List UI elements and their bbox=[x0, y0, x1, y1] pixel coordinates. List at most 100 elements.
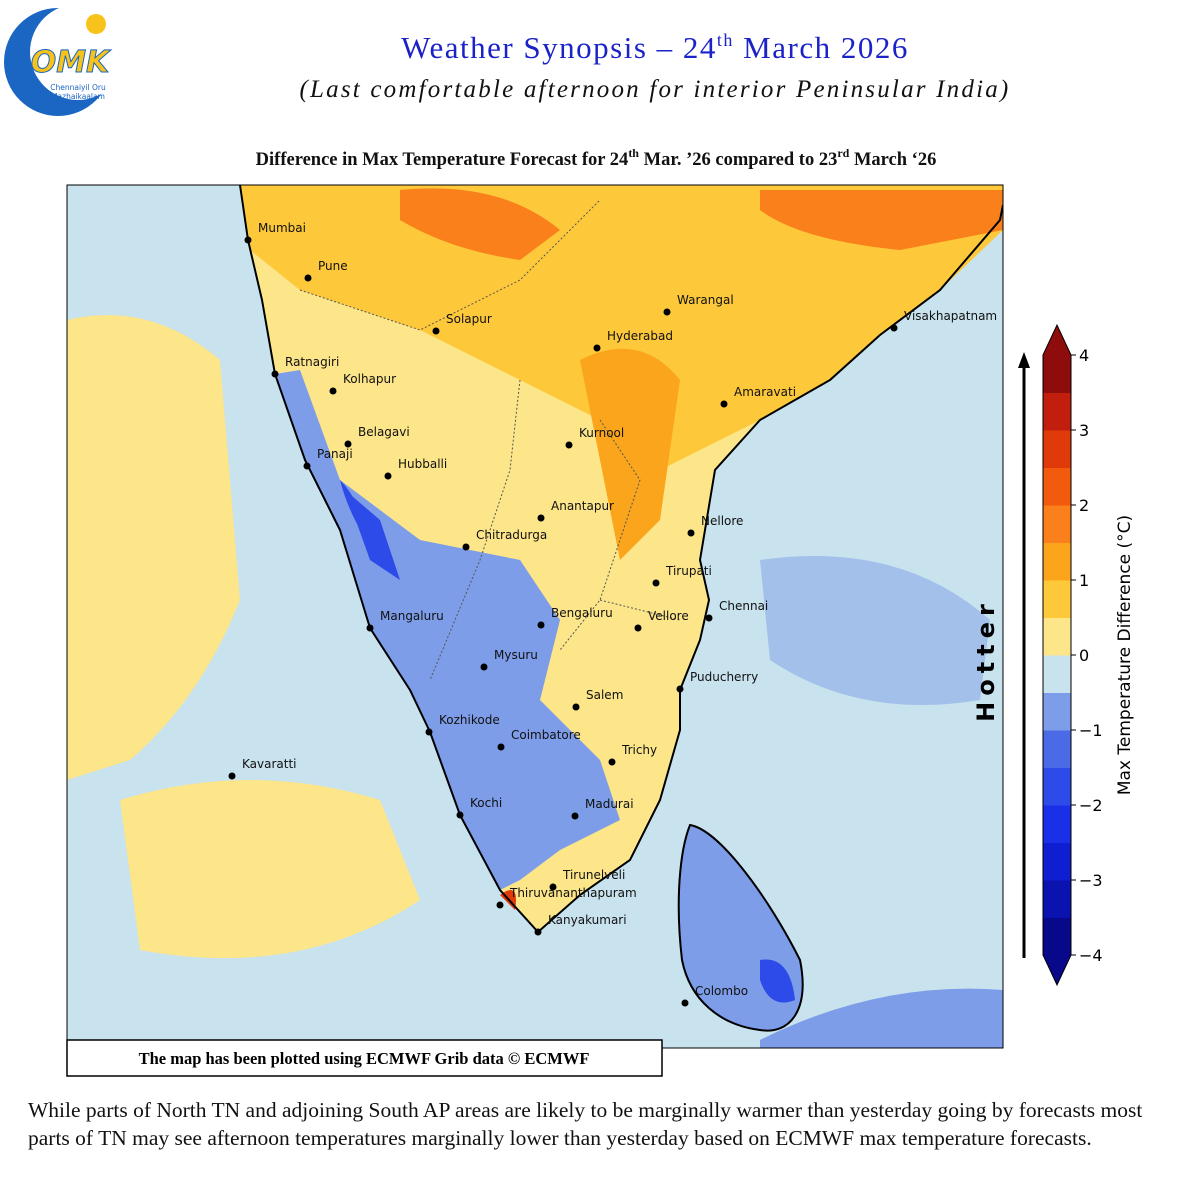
cool-patch bbox=[760, 988, 1003, 1048]
city-label: Panaji bbox=[317, 447, 353, 461]
city-dot bbox=[676, 685, 684, 693]
logo-sun bbox=[86, 14, 106, 34]
colorbar-band bbox=[1043, 580, 1071, 618]
city-dot bbox=[890, 324, 898, 332]
title: Weather Synopsis – 24th March 2026 bbox=[401, 30, 909, 65]
colorbar-tick-label: 0 bbox=[1079, 646, 1089, 665]
city-dot bbox=[634, 624, 642, 632]
city-label: Hubballi bbox=[398, 457, 447, 471]
city-dot bbox=[571, 812, 579, 820]
city-dot bbox=[432, 327, 440, 335]
city-label: Chitradurga bbox=[476, 528, 547, 542]
warm-patch bbox=[120, 780, 420, 959]
colorbar-band bbox=[1043, 655, 1071, 693]
colorbar-band bbox=[1043, 730, 1071, 768]
warm-patch bbox=[67, 315, 240, 780]
city-label: Kochi bbox=[470, 796, 502, 810]
city-label: Kanyakumari bbox=[548, 913, 627, 927]
colorbar-band bbox=[1043, 692, 1071, 731]
city-dot bbox=[304, 274, 312, 282]
map-title: Difference in Max Temperature Forecast f… bbox=[256, 146, 937, 170]
city-dot bbox=[496, 901, 504, 909]
title-part: Weather Synopsis – 24 bbox=[401, 30, 717, 65]
colorbar-band bbox=[1043, 842, 1071, 881]
city-dot bbox=[366, 624, 374, 632]
city-label: Pune bbox=[318, 259, 348, 273]
description: While parts of North TN and adjoining So… bbox=[28, 1098, 1143, 1150]
city-label: Thiruvananthapuram bbox=[509, 886, 637, 900]
city-dot bbox=[549, 883, 557, 891]
city-label: Ratnagiri bbox=[285, 355, 339, 369]
city-dot bbox=[537, 514, 545, 522]
map-title-part: March ‘26 bbox=[849, 150, 936, 170]
colorbar-tick-label: −3 bbox=[1079, 871, 1103, 890]
colorbar-band bbox=[1043, 505, 1071, 543]
city-dot bbox=[497, 743, 505, 751]
cool-patch bbox=[275, 370, 620, 890]
credit-box bbox=[66, 1039, 663, 1077]
city-dot bbox=[608, 758, 616, 766]
cool-patch bbox=[760, 556, 990, 705]
cold-patch bbox=[760, 959, 795, 1003]
city-dot bbox=[720, 400, 728, 408]
city-label: Kavaratti bbox=[242, 757, 297, 771]
coastline bbox=[239, 185, 1003, 934]
colorbar-band bbox=[1043, 767, 1071, 806]
city-label: Tirupati bbox=[665, 564, 712, 578]
city-label: Hyderabad bbox=[607, 329, 673, 343]
city-dot bbox=[480, 663, 488, 671]
city-label: Amaravati bbox=[734, 385, 796, 399]
city-label: Colombo bbox=[695, 984, 748, 998]
city-dot bbox=[534, 928, 542, 936]
logo-mark: OMK bbox=[31, 45, 112, 80]
city-dot bbox=[593, 344, 601, 352]
city-label: Puducherry bbox=[690, 670, 758, 684]
colorbar-band bbox=[1043, 917, 1071, 956]
coastline bbox=[677, 823, 804, 1032]
arrow-label: Hotter bbox=[972, 598, 1000, 722]
title-part: March 2026 bbox=[734, 30, 909, 65]
city-dot bbox=[687, 529, 695, 537]
city-label: Chennai bbox=[719, 599, 768, 613]
map-title-part: Difference in Max Temperature Forecast f… bbox=[256, 150, 629, 170]
map-title-sup: th bbox=[628, 146, 639, 160]
city-label: Kurnool bbox=[579, 426, 624, 440]
city-label: Bengaluru bbox=[551, 606, 613, 620]
colorbar-band bbox=[1043, 467, 1071, 506]
city-label: Visakhapatnam bbox=[904, 309, 997, 323]
hot-patch bbox=[580, 348, 680, 560]
city-label: Belagavi bbox=[358, 425, 410, 439]
colorbar-tick-label: 1 bbox=[1079, 571, 1089, 590]
city-dot bbox=[384, 472, 392, 480]
city-dot bbox=[228, 772, 236, 780]
city-dot bbox=[565, 441, 573, 449]
city-dot bbox=[663, 308, 671, 316]
city-label: Kozhikode bbox=[439, 713, 500, 727]
cold-patch bbox=[340, 480, 400, 590]
city-label: Vellore bbox=[648, 609, 689, 623]
colorbar-band bbox=[1043, 392, 1071, 431]
city-label: Trichy bbox=[621, 743, 657, 757]
city-label: Mangaluru bbox=[380, 609, 444, 623]
colorbar-label: Max Temperature Difference (°C) bbox=[1115, 515, 1135, 795]
colorbar-extension bbox=[1043, 955, 1071, 985]
city-label: Nellore bbox=[701, 514, 743, 528]
colorbar-band bbox=[1043, 880, 1071, 918]
map-field bbox=[67, 185, 1003, 1048]
city-dot bbox=[681, 999, 689, 1007]
city-label: Madurai bbox=[585, 797, 634, 811]
city-dot bbox=[303, 462, 311, 470]
logo-line: Chennaiyil Oru bbox=[50, 83, 106, 92]
city-dot bbox=[537, 621, 545, 629]
hot-patch bbox=[400, 188, 1003, 260]
colorbar-tick-label: 4 bbox=[1079, 346, 1089, 365]
title-sup: th bbox=[717, 30, 734, 50]
colorbar-band bbox=[1043, 542, 1071, 581]
city-dot bbox=[572, 703, 580, 711]
colorbar-tick-label: 2 bbox=[1079, 496, 1089, 515]
colorbar-tick-label: −4 bbox=[1079, 946, 1103, 965]
logo: OMK Chennaiyil Oru Mazhaikaalam bbox=[4, 4, 126, 116]
map-title-sup: rd bbox=[837, 146, 849, 160]
city-label: Tirunelveli bbox=[562, 868, 625, 882]
city-dot bbox=[705, 614, 713, 622]
